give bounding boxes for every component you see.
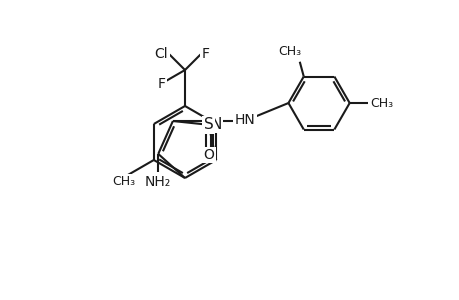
Text: NH₂: NH₂ — [145, 175, 171, 189]
Text: CH₃: CH₃ — [369, 97, 392, 110]
Text: HN: HN — [235, 113, 255, 127]
Text: N: N — [210, 116, 221, 131]
Text: CH₃: CH₃ — [112, 175, 134, 188]
Text: S: S — [203, 117, 213, 132]
Text: CH₃: CH₃ — [278, 45, 301, 58]
Text: Cl: Cl — [154, 47, 168, 61]
Text: F: F — [157, 77, 166, 91]
Text: F: F — [201, 47, 209, 61]
Text: O: O — [203, 148, 214, 162]
